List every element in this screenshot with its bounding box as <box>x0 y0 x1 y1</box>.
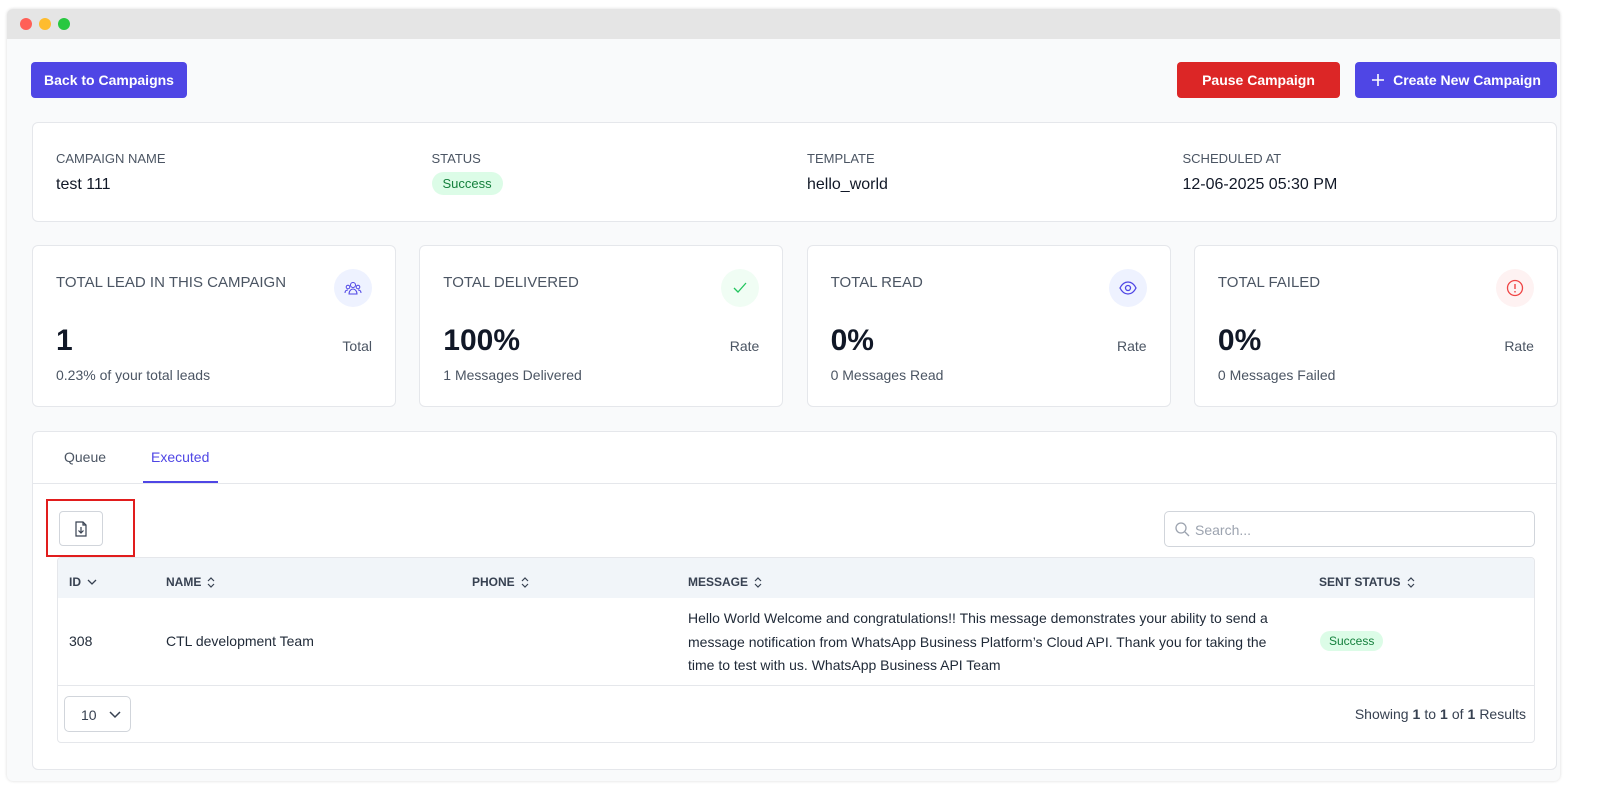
sort-icon <box>1407 576 1414 588</box>
stat-title: TOTAL LEAD IN THIS CAMPAIGN <box>56 274 287 291</box>
stat-unit: Rate <box>1504 338 1534 354</box>
cell-id: 308 <box>69 633 93 649</box>
tab[interactable]: Executed <box>151 449 210 465</box>
chevron <box>109 711 121 719</box>
create-label: Create New Campaign <box>1393 72 1541 88</box>
stat-note: 0 Messages Failed <box>1217 367 1336 383</box>
search-icon <box>1175 522 1190 537</box>
summary-part: 1 <box>1467 706 1476 722</box>
stat-icon <box>721 269 760 307</box>
status-badge: Success <box>1320 631 1384 651</box>
column-header[interactable]: NAME <box>166 575 215 589</box>
icon <box>1118 281 1137 295</box>
stat-value: 0% <box>830 324 874 357</box>
row-divider <box>58 685 1534 686</box>
tab[interactable]: Queue <box>64 449 107 465</box>
plus-icon <box>1372 74 1385 86</box>
stat-value: 100% <box>443 324 521 357</box>
field-label: CAMPAIGN NAME <box>56 151 166 166</box>
status-badge: Success <box>431 172 503 195</box>
page-size-select[interactable]: 10 <box>64 696 131 732</box>
stat-card: TOTAL DELIVERED 100% Rate 1 Messages Delive… <box>419 245 784 407</box>
stat-title: TOTAL READ <box>830 274 923 291</box>
column-label: MESSAGE <box>688 575 749 589</box>
pagination-summary: Showing 1 to 1 of 1 Results <box>1355 706 1526 722</box>
stat-title: TOTAL FAILED <box>1217 274 1321 291</box>
field-label: SCHEDULED AT <box>1182 151 1282 166</box>
stat-unit: Rate <box>729 338 760 354</box>
column-label: NAME <box>166 575 202 589</box>
cell-name: CTL development Team <box>166 633 314 649</box>
stat-note: 1 Messages Delivered <box>443 367 582 383</box>
minimize-dot[interactable] <box>39 18 51 30</box>
field-value: 12-06-2025 05:30 PM <box>1182 176 1338 193</box>
sort-icon <box>87 579 97 585</box>
export-icon <box>75 520 87 537</box>
field-label: TEMPLATE <box>807 151 875 166</box>
highlight-box <box>46 499 135 557</box>
column-header[interactable]: ID <box>69 575 97 589</box>
title-bar <box>7 9 1560 39</box>
page-size-value: 10 <box>81 707 97 723</box>
sort-icon <box>207 576 215 588</box>
pause-button[interactable]: Pause Campaign <box>1177 62 1340 98</box>
stat-title: TOTAL DELIVERED <box>443 274 579 291</box>
create-button[interactable]: Create New Campaign <box>1355 62 1557 98</box>
stat-card: TOTAL LEAD IN THIS CAMPAIGN 1 Total 0.23% o… <box>32 245 396 407</box>
search-placeholder: Search... <box>1195 522 1252 538</box>
stat-note: 0.23% of your total leads <box>56 367 211 383</box>
icon <box>733 282 747 293</box>
summary-part: 1 <box>1412 706 1421 722</box>
field-value: hello_world <box>807 176 888 193</box>
tabs-card: Queue Executed Search... ID NAME PHONE MESSA… <box>32 431 1557 770</box>
stat-value: 1 <box>56 324 73 357</box>
stat-card: TOTAL FAILED 0% Rate 0 Messages Failed <box>1193 245 1558 407</box>
stat-icon <box>1495 269 1534 307</box>
summary-part: to <box>1424 706 1437 722</box>
export-button[interactable] <box>59 511 103 546</box>
table: ID NAME PHONE MESSAGE SENT STATUS 10 Showing… <box>57 557 1535 743</box>
stat-value: 0% <box>1217 324 1262 357</box>
summary-part: Results <box>1479 706 1526 722</box>
zoom-dot[interactable] <box>58 18 70 30</box>
stat-unit: Rate <box>1117 338 1147 354</box>
table-header: ID NAME PHONE MESSAGE SENT STATUS <box>58 558 1534 598</box>
campaign-info-card: CAMPAIGN NAME test 111 STATUS Success TEMPLA… <box>32 122 1557 222</box>
column-header[interactable]: PHONE <box>472 575 529 589</box>
field-label: STATUS <box>431 151 481 166</box>
field-value: test 111 <box>56 176 111 193</box>
sort-icon <box>754 576 762 588</box>
column-header[interactable]: MESSAGE <box>688 575 762 589</box>
icon <box>344 282 362 295</box>
column-label: SENT STATUS <box>1319 575 1401 589</box>
stat-icon <box>334 269 372 307</box>
icon <box>1506 279 1524 297</box>
close-dot[interactable] <box>20 18 32 30</box>
tab-divider <box>33 483 1556 484</box>
stat-note: 0 Messages Read <box>830 367 944 383</box>
summary-part: 1 <box>1440 706 1448 722</box>
column-header[interactable]: SENT STATUS <box>1319 575 1415 589</box>
sort-icon <box>521 576 529 588</box>
summary-part: Showing <box>1354 706 1409 722</box>
column-label: ID <box>69 575 81 589</box>
search-input[interactable]: Search... <box>1164 511 1535 547</box>
column-label: PHONE <box>472 575 515 589</box>
cell-message: Hello World Welcome and congratulations!… <box>688 610 1268 673</box>
active-tab-underline <box>143 481 218 483</box>
summary-part: of <box>1451 706 1464 722</box>
stat-card: TOTAL READ 0% Rate 0 Messages Read <box>806 245 1171 407</box>
stat-icon <box>1108 269 1147 307</box>
back-button[interactable]: Back to Campaigns <box>31 62 187 98</box>
stat-unit: Total <box>342 338 372 354</box>
